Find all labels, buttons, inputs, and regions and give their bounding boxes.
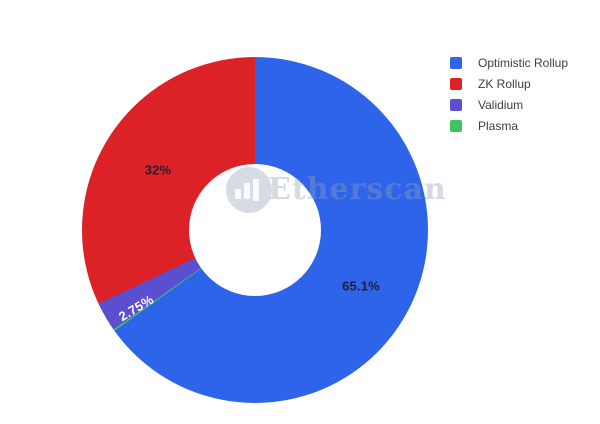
legend-label: Optimistic Rollup [478, 55, 569, 70]
legend-item-plasma[interactable]: Plasma [450, 115, 568, 136]
legend-item-zk-rollup[interactable]: ZK Rollup [450, 73, 568, 94]
legend: Optimistic Rollup ZK Rollup Validium Pla… [450, 52, 568, 136]
slice-label-zk-rollup: 32% [144, 162, 172, 178]
legend-swatch-icon [450, 56, 462, 69]
legend-label: Validium [478, 97, 524, 112]
donut-hole [189, 164, 321, 296]
legend-swatch-icon [450, 119, 462, 132]
legend-label: ZK Rollup [478, 76, 531, 91]
legend-label: Plasma [478, 118, 519, 133]
legend-swatch-icon [450, 77, 462, 90]
legend-item-validium[interactable]: Validium [450, 94, 568, 115]
legend-item-optimistic-rollup[interactable]: Optimistic Rollup [450, 52, 568, 73]
legend-swatch-icon [450, 98, 462, 111]
slice-label-optimistic-rollup: 65.1% [342, 278, 380, 294]
